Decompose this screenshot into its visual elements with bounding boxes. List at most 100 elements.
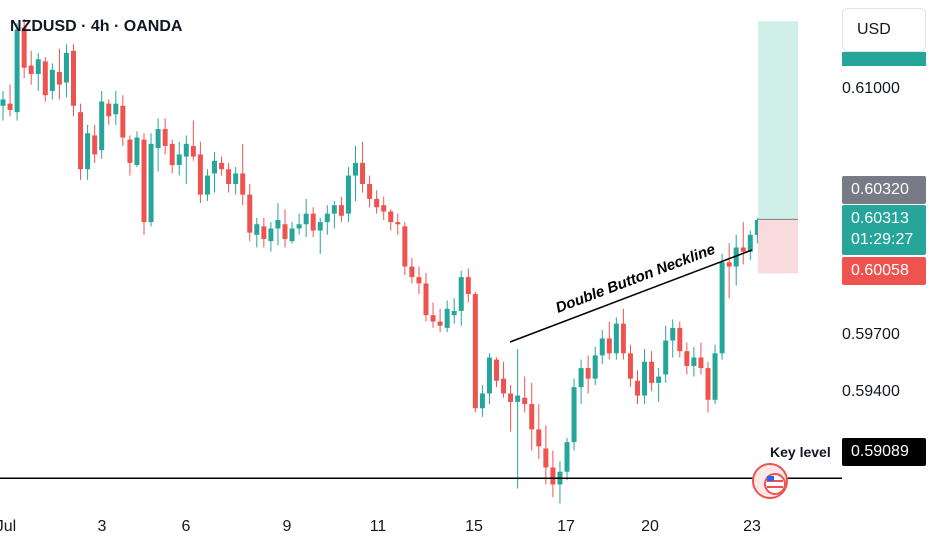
- candle[interactable]: [148, 143, 154, 223]
- candle[interactable]: [747, 234, 753, 252]
- candle[interactable]: [296, 224, 302, 229]
- candle[interactable]: [620, 323, 626, 354]
- candle[interactable]: [606, 338, 612, 354]
- candle[interactable]: [437, 321, 443, 326]
- candle[interactable]: [56, 71, 62, 85]
- candle[interactable]: [92, 135, 98, 155]
- candle[interactable]: [430, 315, 436, 322]
- candle[interactable]: [353, 162, 358, 176]
- candle[interactable]: [190, 145, 196, 157]
- candle[interactable]: [733, 247, 739, 267]
- candle[interactable]: [416, 277, 422, 284]
- candle[interactable]: [585, 368, 591, 379]
- candle[interactable]: [212, 160, 217, 174]
- candle[interactable]: [63, 52, 69, 83]
- candle[interactable]: [508, 393, 514, 402]
- candle[interactable]: [402, 226, 408, 267]
- candle[interactable]: [233, 173, 239, 185]
- neckline-trendline[interactable]: [509, 249, 753, 343]
- candle[interactable]: [458, 277, 464, 311]
- symbol-title[interactable]: NZDUSD · 4h · OANDA: [10, 18, 183, 35]
- candle[interactable]: [169, 143, 175, 165]
- candle[interactable]: [494, 359, 499, 381]
- candle[interactable]: [536, 429, 542, 447]
- candle[interactable]: [85, 133, 91, 170]
- candle[interactable]: [684, 351, 690, 366]
- candle[interactable]: [303, 213, 309, 225]
- candle[interactable]: [599, 338, 605, 356]
- candle[interactable]: [71, 50, 76, 106]
- candle[interactable]: [204, 175, 210, 195]
- candle[interactable]: [141, 139, 147, 223]
- candle[interactable]: [627, 353, 633, 379]
- candle[interactable]: [740, 247, 746, 252]
- candle[interactable]: [261, 226, 267, 240]
- candle[interactable]: [197, 154, 203, 195]
- candle[interactable]: [49, 69, 55, 91]
- candle[interactable]: [712, 353, 718, 400]
- candle[interactable]: [374, 198, 380, 208]
- candle[interactable]: [176, 154, 182, 165]
- candle[interactable]: [571, 387, 577, 443]
- candle[interactable]: [240, 173, 246, 195]
- candle[interactable]: [451, 310, 457, 316]
- target-zone[interactable]: [758, 21, 798, 220]
- candle[interactable]: [99, 101, 105, 151]
- candle[interactable]: [395, 222, 401, 225]
- candle[interactable]: [28, 65, 34, 75]
- candle[interactable]: [656, 376, 662, 383]
- candle[interactable]: [592, 355, 598, 379]
- candle[interactable]: [522, 397, 528, 405]
- candle[interactable]: [113, 103, 119, 115]
- candle[interactable]: [7, 103, 13, 110]
- candle[interactable]: [106, 103, 112, 117]
- candle[interactable]: [613, 323, 619, 354]
- candle[interactable]: [14, 29, 20, 113]
- candle[interactable]: [564, 442, 570, 472]
- candle[interactable]: [134, 137, 140, 166]
- candle[interactable]: [289, 228, 295, 242]
- candle[interactable]: [42, 61, 48, 96]
- candle[interactable]: [324, 213, 330, 223]
- candle[interactable]: [550, 467, 556, 485]
- candle[interactable]: [155, 129, 161, 149]
- candle[interactable]: [310, 213, 316, 231]
- candle[interactable]: [162, 129, 168, 146]
- candle[interactable]: [444, 308, 450, 328]
- candle[interactable]: [381, 205, 387, 212]
- candle[interactable]: [21, 27, 27, 68]
- candle[interactable]: [663, 340, 669, 375]
- candle[interactable]: [409, 266, 415, 278]
- candle[interactable]: [543, 448, 549, 468]
- stop-zone[interactable]: [758, 219, 798, 274]
- candle[interactable]: [649, 361, 655, 383]
- candle[interactable]: [120, 105, 126, 138]
- candle[interactable]: [275, 220, 281, 229]
- candle[interactable]: [338, 205, 344, 216]
- candle[interactable]: [0, 99, 6, 106]
- candle[interactable]: [268, 228, 274, 242]
- candle[interactable]: [367, 184, 373, 199]
- candle[interactable]: [754, 220, 760, 235]
- candle[interactable]: [698, 357, 704, 369]
- candle[interactable]: [501, 378, 507, 394]
- candle[interactable]: [472, 294, 478, 409]
- candle[interactable]: [360, 162, 366, 185]
- currency-button[interactable]: USD: [842, 8, 926, 52]
- candle[interactable]: [529, 404, 535, 430]
- candle[interactable]: [35, 59, 41, 75]
- candle[interactable]: [247, 194, 253, 233]
- candle[interactable]: [219, 162, 225, 170]
- candle[interactable]: [345, 175, 351, 214]
- candle[interactable]: [578, 368, 584, 388]
- candle[interactable]: [183, 143, 189, 157]
- candle[interactable]: [388, 211, 394, 223]
- candle[interactable]: [331, 205, 337, 214]
- candle[interactable]: [515, 395, 521, 402]
- candle[interactable]: [670, 327, 676, 341]
- candle[interactable]: [423, 283, 429, 316]
- candle[interactable]: [642, 361, 648, 396]
- candle[interactable]: [254, 224, 260, 235]
- candle[interactable]: [677, 327, 683, 352]
